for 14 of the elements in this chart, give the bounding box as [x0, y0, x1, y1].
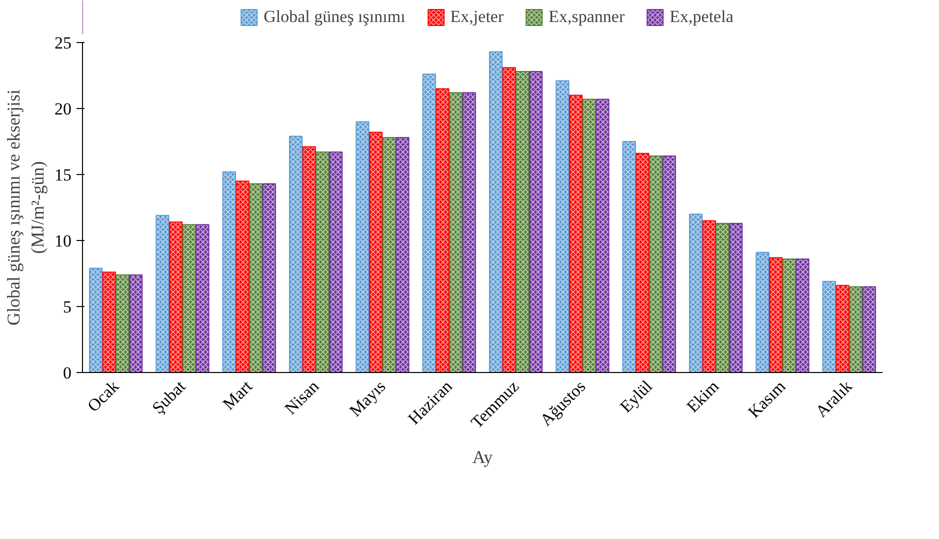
y-tick-label: 20	[54, 100, 72, 118]
y-tick-label: 5	[63, 298, 72, 316]
y-tick-label: 15	[54, 166, 72, 184]
y-axis-title: Global güneş ışınımı ve ekserjisi (MJ/m²-gün)	[4, 90, 48, 326]
x-tick-label: Mart	[219, 376, 256, 414]
y-tick-label: 25	[54, 34, 72, 52]
legend-label: Ex,spanner	[548, 7, 625, 27]
y-tick-label: 10	[54, 232, 72, 250]
legend-label: Ex,petela	[670, 7, 734, 27]
legend-label: Global güneş ışınımı	[264, 7, 406, 27]
y-tick-label: 0	[63, 364, 72, 382]
x-axis-title: Ay	[472, 446, 493, 467]
legend-label: Ex,jeter	[450, 7, 504, 27]
x-tick-label: Ocak	[84, 376, 123, 416]
